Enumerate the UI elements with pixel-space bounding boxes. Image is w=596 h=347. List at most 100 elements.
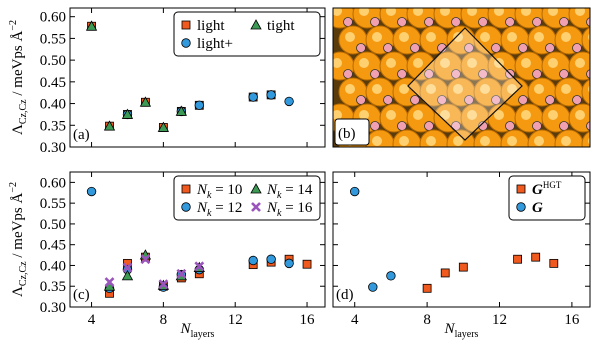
y-tick-label: 0.55 [40,196,66,212]
y-tick-label: 0.30 [40,300,66,316]
marker [513,254,523,264]
marker [157,121,170,132]
legend-label: GHGT [532,180,562,198]
marker [181,202,191,212]
marker [458,262,468,272]
legend-label: Nk = 10 [196,182,242,201]
adatom [532,121,542,131]
legend-sup: HGT [543,180,562,190]
legend-tail: = 14 [281,182,312,198]
adatom [384,148,393,157]
adatom [424,121,434,131]
marker [368,282,378,292]
adatom [478,17,488,27]
atom-highlight [426,84,436,94]
legend-label: G [532,200,543,216]
atom-highlight [399,136,409,146]
marker [121,108,134,119]
atom-highlight [426,32,436,42]
marker [103,120,116,131]
adatom [383,43,393,53]
marker [139,96,152,107]
atom-highlight [480,32,490,42]
marker [121,270,134,281]
atom-highlight [333,8,342,16]
adatom [545,95,555,105]
adatom [491,95,501,105]
y-tick-label: 0.40 [40,258,66,274]
marker [122,262,133,273]
y-tick-label: 0.55 [40,31,66,47]
legend-label: Nk = 16 [266,200,313,219]
legend-name: tight [267,18,295,34]
adatom [559,121,569,131]
y-tick-label: 0.35 [40,118,66,134]
adatom [437,43,447,53]
atom-highlight [521,110,531,120]
marker [181,20,191,30]
cell-outline [407,27,523,141]
adatom [356,95,366,105]
adatom [519,148,528,157]
legend-name: G [532,200,543,216]
adatom [559,17,569,27]
marker [176,268,187,279]
frame [332,171,591,308]
adatom [397,69,407,79]
atom [581,26,590,54]
atom-highlight [575,110,585,120]
atom-highlight [521,58,531,68]
marker [158,279,169,290]
marker [86,186,97,197]
adatom [572,43,582,53]
marker [250,183,262,194]
marker [140,254,151,265]
atom-highlight [507,32,517,42]
y-label-main: Λ [10,286,26,297]
adatom [586,17,590,27]
panel-label-box [334,118,370,146]
adatom [397,17,407,27]
adatom [411,148,420,157]
adatom [491,43,501,53]
y-tick-label: 0.45 [40,75,66,91]
adatom [343,17,353,27]
atom-highlight [467,110,477,120]
atom-highlight [372,136,382,146]
adatom [505,17,515,27]
atom-highlight [548,110,558,120]
atom-highlight [534,84,544,94]
x-axis-label: Nlayers [180,321,215,340]
marker [248,255,258,266]
marker [350,186,360,197]
legend-label: Nk = 14 [266,182,313,201]
marker [440,268,450,278]
legend-label: light [197,18,225,34]
adatom [438,148,447,157]
atom-highlight [333,110,342,120]
adatom [397,121,407,131]
y-tick-label: 0.40 [40,97,66,113]
x-label-sub: layers [455,329,479,340]
atom-highlight [453,84,463,94]
panel-label: (a) [73,127,90,143]
atom-highlight [413,110,423,120]
atom-highlight [480,136,490,146]
marker [302,259,312,269]
y-tick-label: 0.45 [40,238,66,254]
atom [581,78,590,106]
y-tick-label: 0.50 [40,53,66,69]
x-label-main: N [180,321,192,337]
x-axis-label: Nlayers [444,321,479,340]
marker [175,105,188,116]
atom-highlight [399,32,409,42]
marker [386,271,396,281]
atom [581,130,590,147]
structure-image [333,8,590,157]
atom-highlight [386,58,396,68]
atom-highlight [440,8,450,16]
marker [251,202,261,212]
x-tick-label: 16 [564,312,580,328]
adatom [505,121,515,131]
legend-sub: k [207,208,212,219]
